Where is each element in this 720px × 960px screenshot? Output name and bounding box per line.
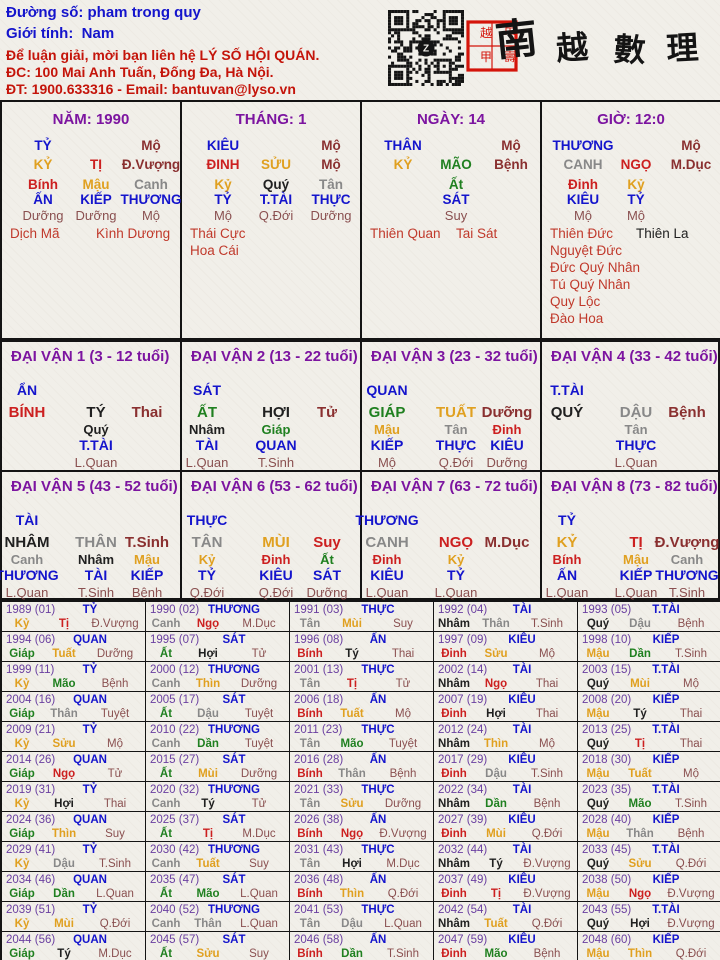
svg-text:越: 越 — [480, 26, 492, 40]
svg-text:甲: 甲 — [480, 50, 492, 64]
svg-text:數: 數 — [613, 31, 647, 69]
svg-text:理: 理 — [665, 29, 699, 67]
svg-text:Z: Z — [423, 44, 429, 55]
svg-text:越: 越 — [555, 29, 590, 67]
svg-text:南: 南 — [493, 15, 540, 66]
